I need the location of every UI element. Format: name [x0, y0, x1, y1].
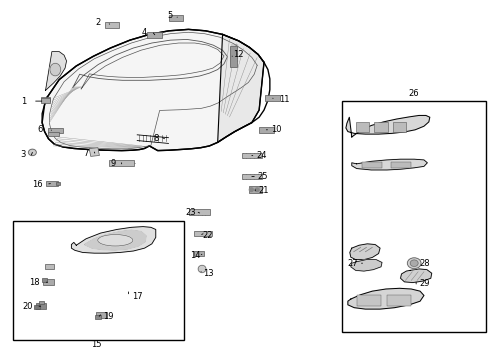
Text: 23: 23 — [185, 208, 196, 217]
Text: 28: 28 — [419, 259, 429, 268]
Text: 22: 22 — [202, 231, 213, 240]
Bar — [13, 221, 183, 339]
Text: 17: 17 — [132, 292, 142, 301]
Bar — [95, 315, 101, 319]
Bar — [41, 98, 50, 103]
Polygon shape — [71, 226, 156, 253]
Text: 26: 26 — [408, 89, 419, 98]
Ellipse shape — [249, 188, 253, 192]
Bar — [105, 22, 119, 28]
Ellipse shape — [198, 265, 205, 273]
Bar — [230, 46, 237, 67]
Bar — [193, 231, 212, 236]
Text: 21: 21 — [258, 186, 269, 195]
Ellipse shape — [28, 149, 36, 156]
Text: 4: 4 — [142, 28, 147, 37]
Polygon shape — [42, 30, 264, 150]
Polygon shape — [350, 260, 381, 271]
Text: 7: 7 — [83, 149, 88, 158]
Text: 24: 24 — [256, 151, 266, 160]
Text: 18: 18 — [29, 278, 40, 287]
Polygon shape — [345, 116, 429, 137]
Text: 2: 2 — [95, 18, 101, 27]
Bar — [241, 174, 262, 179]
Bar — [42, 278, 47, 282]
Text: 16: 16 — [32, 180, 42, 189]
Text: 9: 9 — [110, 159, 115, 168]
Polygon shape — [45, 51, 66, 90]
Bar — [258, 127, 274, 133]
Text: 29: 29 — [419, 279, 429, 288]
Text: 1: 1 — [21, 96, 27, 105]
Text: 25: 25 — [257, 172, 268, 181]
Bar — [45, 264, 54, 269]
Bar — [41, 97, 50, 102]
Ellipse shape — [255, 188, 259, 192]
Bar — [361, 162, 381, 168]
Bar — [386, 295, 410, 306]
Bar — [48, 128, 62, 133]
Text: 27: 27 — [347, 259, 357, 268]
Bar — [392, 122, 406, 132]
Ellipse shape — [407, 258, 420, 269]
Text: 20: 20 — [22, 302, 33, 311]
Polygon shape — [351, 159, 427, 170]
Bar — [89, 148, 99, 156]
Polygon shape — [400, 269, 431, 283]
Bar — [109, 160, 134, 166]
Bar — [355, 122, 368, 132]
Polygon shape — [84, 230, 146, 250]
Bar — [193, 251, 203, 256]
Text: 6: 6 — [37, 125, 42, 134]
Bar — [189, 210, 209, 215]
Bar — [356, 295, 380, 306]
Bar — [248, 186, 261, 193]
Text: 12: 12 — [233, 50, 244, 59]
Ellipse shape — [98, 234, 133, 246]
Bar — [43, 279, 54, 285]
Bar — [390, 162, 410, 168]
Text: 14: 14 — [190, 251, 201, 260]
Text: 8: 8 — [153, 134, 158, 143]
Bar — [56, 182, 60, 185]
Ellipse shape — [50, 63, 61, 76]
Bar — [34, 305, 40, 309]
Bar — [373, 122, 387, 132]
Polygon shape — [347, 288, 423, 309]
Polygon shape — [349, 244, 379, 260]
Bar — [48, 132, 59, 136]
Bar — [147, 32, 162, 38]
Text: 5: 5 — [167, 10, 173, 19]
Bar — [36, 303, 45, 309]
Ellipse shape — [409, 260, 417, 266]
Polygon shape — [217, 35, 264, 142]
Text: 15: 15 — [91, 341, 102, 350]
Bar — [96, 312, 107, 318]
Bar — [39, 301, 44, 304]
Bar — [265, 95, 280, 102]
Text: 11: 11 — [279, 95, 289, 104]
Bar — [169, 15, 183, 21]
Text: 13: 13 — [202, 269, 213, 278]
Text: 3: 3 — [20, 150, 25, 159]
Bar — [46, 181, 58, 186]
Bar — [241, 153, 262, 158]
Bar — [341, 101, 485, 332]
Text: 19: 19 — [102, 312, 113, 321]
Text: 10: 10 — [270, 125, 281, 134]
